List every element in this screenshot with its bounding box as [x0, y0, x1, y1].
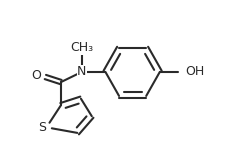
Text: N: N	[77, 65, 87, 78]
Text: S: S	[38, 121, 47, 134]
Text: CH₃: CH₃	[70, 41, 93, 54]
Text: OH: OH	[185, 65, 205, 78]
Text: O: O	[31, 69, 41, 82]
